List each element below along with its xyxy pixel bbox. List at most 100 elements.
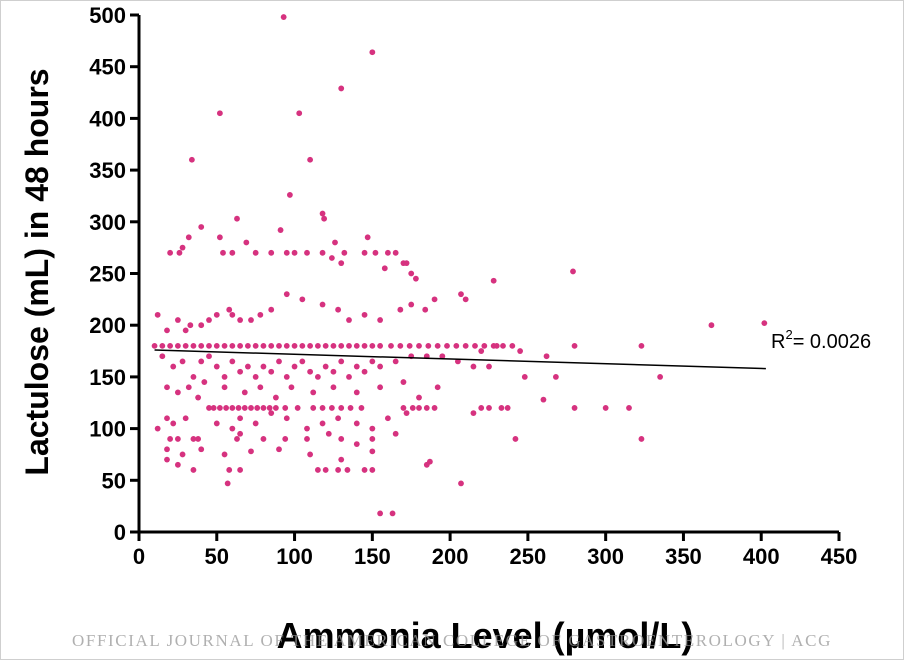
data-point (174, 461, 181, 468)
data-point (268, 249, 275, 256)
x-tick-label: 400 (743, 544, 780, 569)
data-point (190, 467, 197, 473)
data-point (322, 342, 329, 349)
data-point (353, 342, 360, 349)
data-point (237, 467, 244, 473)
data-point (257, 311, 264, 318)
data-point (400, 405, 407, 411)
data-point (176, 249, 183, 256)
data-point (283, 291, 290, 298)
data-point (206, 317, 212, 323)
data-point (353, 420, 360, 427)
r-squared-annotation: R2= 0.0026 (771, 327, 871, 353)
data-point (409, 405, 416, 411)
x-tick-label: 300 (587, 544, 624, 569)
data-point (159, 342, 166, 349)
data-point (369, 342, 376, 349)
data-point (248, 317, 254, 323)
data-point (229, 425, 236, 432)
data-point (283, 342, 290, 349)
data-point (307, 156, 314, 163)
data-point (431, 405, 438, 411)
data-point (229, 249, 236, 256)
data-point (174, 342, 181, 349)
data-point (346, 342, 352, 349)
data-point (408, 270, 415, 277)
data-point (248, 448, 254, 455)
data-point (243, 239, 250, 246)
data-point (254, 405, 261, 411)
data-point (377, 510, 384, 517)
data-point (325, 430, 332, 437)
x-tick-label: 250 (510, 544, 547, 569)
data-points (151, 14, 768, 517)
data-point (276, 358, 282, 365)
data-point (277, 227, 284, 233)
y-tick-label: 200 (89, 313, 126, 338)
data-point (434, 342, 441, 349)
data-point (226, 467, 233, 473)
data-point (400, 379, 407, 385)
data-point (353, 363, 360, 370)
data-point (299, 358, 306, 365)
data-point (543, 353, 550, 360)
y-tick-label: 500 (89, 3, 126, 28)
data-point (201, 379, 208, 385)
data-point (638, 342, 645, 349)
data-point (408, 301, 415, 308)
data-point (470, 410, 477, 416)
data-point (266, 405, 273, 411)
data-point (248, 405, 254, 411)
data-point (268, 410, 275, 416)
data-point (244, 363, 251, 370)
data-point (260, 436, 267, 442)
data-point (288, 384, 295, 391)
data-point (299, 296, 306, 303)
data-point (170, 420, 177, 427)
data-point (570, 268, 576, 275)
data-point (571, 405, 578, 411)
data-point (276, 342, 282, 349)
data-point (224, 480, 231, 487)
x-tick-label: 200 (432, 544, 469, 569)
data-point (221, 342, 228, 349)
data-point (369, 358, 376, 365)
data-point (272, 394, 279, 401)
data-point (708, 322, 715, 329)
data-point (381, 265, 388, 272)
data-point (220, 249, 226, 256)
data-point (221, 384, 228, 391)
y-axis-ticks: 0 50 100 150 200 250 300 350 400 450 500 (89, 3, 139, 545)
y-tick-label: 150 (89, 365, 126, 390)
data-point (458, 480, 464, 487)
data-point (338, 342, 345, 349)
y-tick-label: 0 (114, 520, 126, 545)
data-point (182, 415, 189, 422)
data-point (472, 342, 478, 349)
data-point (328, 405, 335, 411)
data-point (164, 456, 170, 463)
data-point (338, 260, 345, 267)
data-point (237, 430, 244, 437)
data-point (322, 363, 329, 370)
y-tick-label: 250 (89, 262, 126, 287)
data-point (403, 260, 410, 267)
data-point (328, 255, 335, 261)
data-point (190, 436, 197, 442)
data-point (307, 451, 314, 458)
data-point (179, 451, 186, 458)
data-point (369, 49, 376, 56)
data-point (185, 234, 192, 241)
data-point (164, 384, 170, 391)
data-point (252, 342, 259, 349)
data-point (389, 510, 396, 517)
data-point (187, 322, 194, 329)
data-point (276, 446, 282, 453)
x-tick-label: 350 (665, 544, 702, 569)
data-point (322, 467, 329, 473)
regression-line (154, 349, 766, 370)
data-point (338, 405, 345, 411)
data-point (444, 342, 450, 349)
r-squared-superscript: 2 (785, 327, 792, 342)
